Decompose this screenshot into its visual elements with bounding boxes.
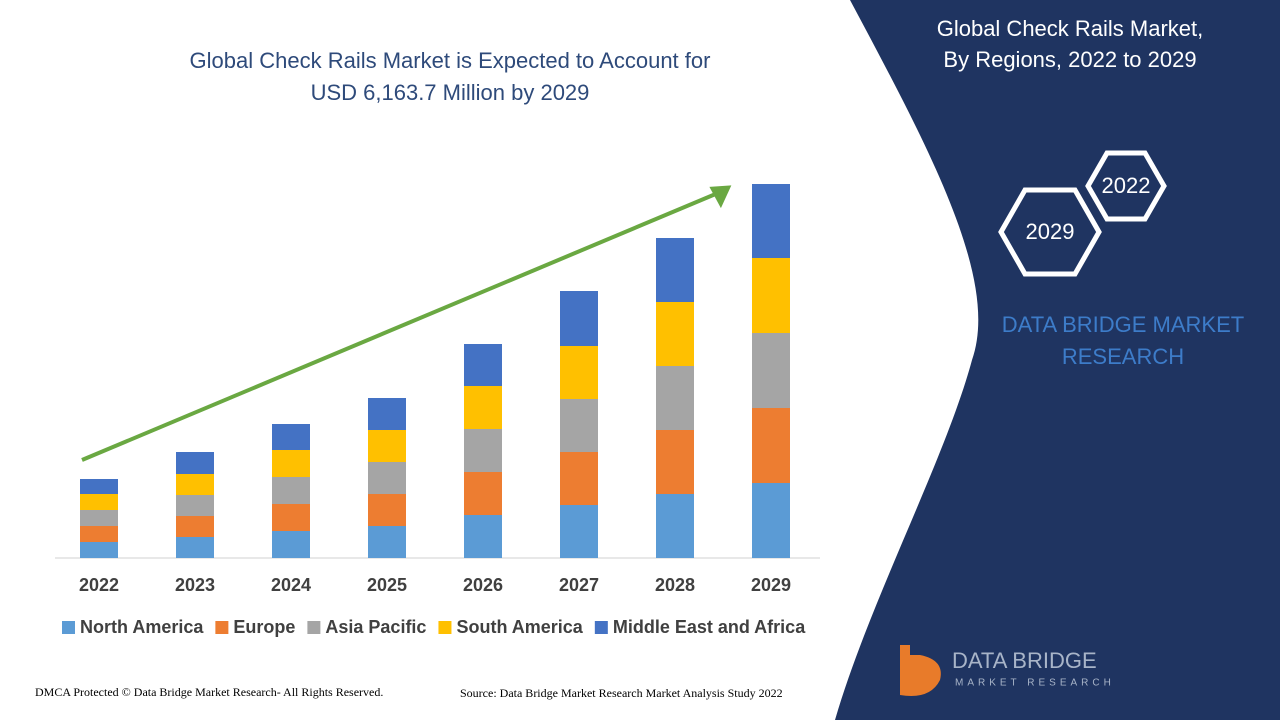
legend-swatch	[438, 621, 452, 634]
bar-segment	[464, 386, 502, 429]
brand-text: RESEARCH	[1062, 344, 1184, 369]
bar-segment	[176, 452, 214, 474]
bar-segment	[464, 515, 502, 558]
hex-label: 2022	[1102, 173, 1151, 198]
bar-segment	[176, 516, 214, 537]
bar-segment	[560, 346, 598, 399]
bar-segment	[368, 430, 406, 462]
brand-text: DATA BRIDGE MARKET	[1002, 312, 1244, 337]
x-tick-label: 2029	[751, 575, 791, 595]
footer-right: Source: Data Bridge Market Research Mark…	[460, 686, 783, 700]
chart-title: Global Check Rails Market is Expected to…	[190, 48, 711, 73]
bar-segment	[464, 344, 502, 386]
bar-segment	[368, 462, 406, 494]
x-tick-label: 2027	[559, 575, 599, 595]
legend-label: North America	[80, 617, 204, 637]
hexagon	[998, 187, 1102, 277]
bar-segment	[176, 474, 214, 495]
bar-segment	[272, 424, 310, 450]
bar-segment	[752, 483, 790, 558]
bar-segment	[752, 184, 790, 258]
panel-title: By Regions, 2022 to 2029	[943, 47, 1196, 72]
chart-title: USD 6,163.7 Million by 2029	[311, 80, 590, 105]
bar-segment	[80, 494, 118, 510]
legend-label: South America	[456, 617, 583, 637]
bar-segment	[368, 526, 406, 558]
footer-left: DMCA Protected © Data Bridge Market Rese…	[35, 685, 383, 699]
x-tick-label: 2022	[79, 575, 119, 595]
bar-segment	[656, 366, 694, 430]
legend-swatch	[307, 621, 321, 634]
legend-label: Europe	[233, 617, 295, 637]
bar-segment	[368, 398, 406, 430]
hex-label: 2029	[1026, 219, 1075, 244]
bar-segment	[752, 408, 790, 483]
legend-label: Asia Pacific	[325, 617, 426, 637]
bar-segment	[272, 477, 310, 504]
x-tick-label: 2025	[367, 575, 407, 595]
bar-segment	[560, 291, 598, 346]
bar-segment	[656, 238, 694, 302]
bar-segment	[560, 452, 598, 505]
side-panel	[835, 0, 1280, 720]
bar-segment	[656, 494, 694, 558]
bar-segment	[656, 302, 694, 366]
hexagon	[1085, 150, 1167, 222]
logo-tagline: MARKET RESEARCH	[955, 678, 1115, 689]
panel-title: Global Check Rails Market,	[937, 16, 1204, 41]
bar-segment	[464, 472, 502, 515]
bar-segment	[80, 479, 118, 494]
bar-segment	[560, 399, 598, 452]
bar-segment	[176, 495, 214, 516]
x-tick-label: 2026	[463, 575, 503, 595]
bar-segment	[368, 494, 406, 526]
plot: 2022 2023 2024 2025 2026 2027 2028 2029	[79, 184, 791, 595]
x-tick-label: 2024	[271, 575, 311, 595]
bar-segment	[272, 450, 310, 477]
legend: North America Europe Asia Pacific South Ame…	[62, 617, 806, 637]
legend-label: Middle East and Africa	[613, 617, 806, 637]
bar-segment	[560, 505, 598, 558]
bar-segment	[80, 510, 118, 526]
bar-segment	[464, 429, 502, 472]
bar-segment	[272, 504, 310, 531]
bar-segment	[752, 333, 790, 408]
bar-segment	[80, 542, 118, 558]
legend-swatch	[62, 621, 75, 634]
legend-swatch	[215, 621, 229, 634]
bar-segment	[80, 526, 118, 542]
bar-segment	[752, 258, 790, 333]
bar-segment	[272, 531, 310, 558]
logo-mark	[900, 645, 941, 696]
bar-segment	[176, 537, 214, 558]
legend-swatch	[594, 621, 608, 634]
x-tick-label: 2023	[175, 575, 215, 595]
logo-name: DATA BRIDGE	[952, 648, 1097, 673]
trend-arrow	[81, 191, 719, 462]
x-tick-label: 2028	[655, 575, 695, 595]
arrow-head	[709, 185, 732, 209]
bar-segment	[656, 430, 694, 494]
